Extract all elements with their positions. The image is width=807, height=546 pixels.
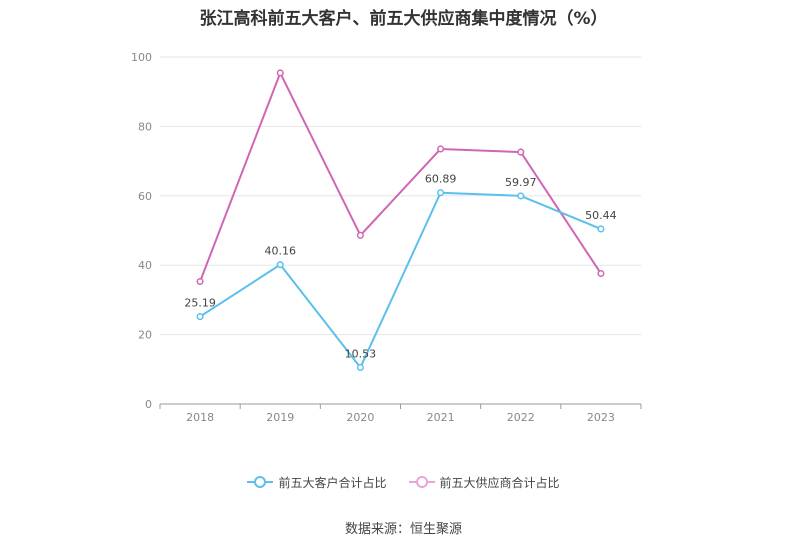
series-line-1 xyxy=(199,71,602,282)
data-label: 60.89 xyxy=(425,173,457,186)
y-tick-label: 0 xyxy=(145,398,152,411)
data-point xyxy=(356,363,364,372)
legend-item-suppliers[interactable]: 前五大供应商合计占比 xyxy=(408,474,560,491)
data-point xyxy=(517,148,525,156)
y-tick-label: 20 xyxy=(138,329,152,342)
chart-title: 张江高科前五大客户、前五大供应商集中度情况（%） xyxy=(199,9,608,29)
data-point xyxy=(196,277,204,286)
data-label: 50.44 xyxy=(585,209,617,222)
legend: 前五大客户合计占比 前五大供应商合计占比 xyxy=(0,472,807,492)
data-point xyxy=(437,145,445,153)
data-point xyxy=(437,189,445,197)
data-point xyxy=(276,69,284,77)
data-label: 59.97 xyxy=(505,176,537,189)
x-tick-label: 2023 xyxy=(587,411,615,424)
x-tick-label: 2020 xyxy=(346,411,374,424)
x-tick-label: 2018 xyxy=(186,411,214,424)
data-point xyxy=(356,231,364,239)
y-tick-label: 40 xyxy=(138,259,152,272)
y-tick-label: 100 xyxy=(131,51,152,64)
x-tick-label: 2021 xyxy=(427,411,455,424)
legend-swatch-suppliers xyxy=(408,476,435,488)
data-source: 数据来源：恒生聚源 xyxy=(344,522,462,537)
legend-swatch-customers xyxy=(247,476,274,488)
data-point xyxy=(597,225,605,233)
data-label: 10.53 xyxy=(345,347,377,360)
y-tick-label: 80 xyxy=(138,120,152,133)
data-label: 40.16 xyxy=(265,245,297,258)
x-tick-label: 2019 xyxy=(266,411,294,424)
data-point xyxy=(196,313,204,321)
y-tick-label: 60 xyxy=(138,190,152,203)
series-line-0 xyxy=(199,191,602,369)
legend-label-customers: 前五大客户合计占比 xyxy=(278,475,387,490)
data-point xyxy=(597,269,605,278)
data-point xyxy=(517,192,525,200)
x-tick-label: 2022 xyxy=(507,411,535,424)
data-label: 25.19 xyxy=(184,297,216,310)
legend-label-suppliers: 前五大供应商合计占比 xyxy=(439,475,560,490)
legend-item-customers[interactable]: 前五大客户合计占比 xyxy=(247,474,387,491)
data-point xyxy=(276,261,284,269)
